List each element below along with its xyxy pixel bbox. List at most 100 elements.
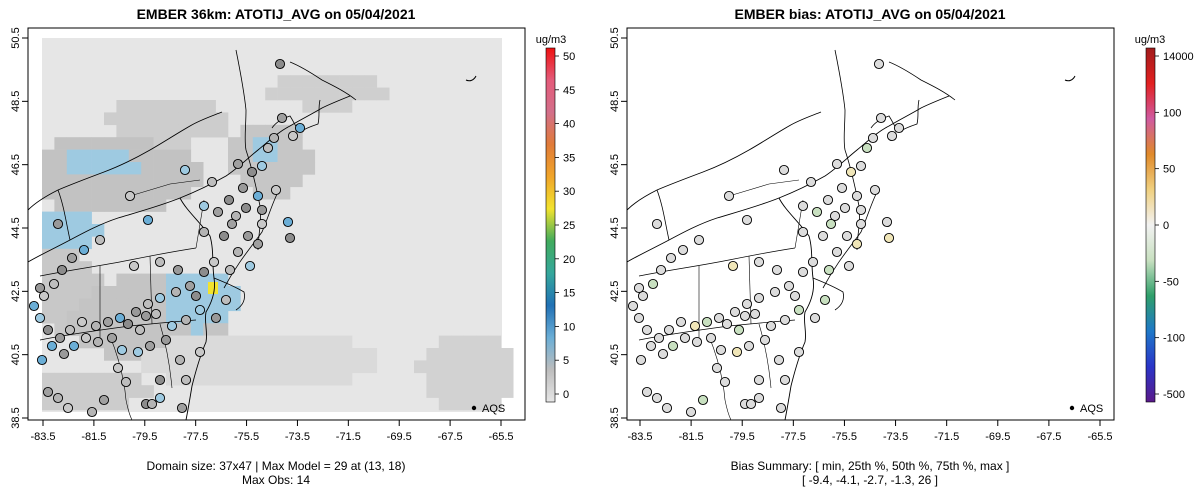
aqs-station-bias-marker (823, 264, 835, 276)
aqs-station-bias-marker (689, 320, 701, 332)
right-y-axis: 38.5 40.5 42.5 44.5 46.5 48.5 50.5 (609, 27, 627, 429)
aqs-station-bias-marker (797, 266, 809, 278)
aqs-station-marker (230, 210, 242, 222)
left-plot-frame (27, 27, 526, 421)
aqs-station-bias-marker (822, 194, 834, 206)
aqs-station-marker (194, 346, 206, 358)
aqs-station-marker (232, 158, 244, 170)
aqs-station-marker (134, 324, 146, 336)
aqs-station-marker (220, 294, 232, 306)
y-tick-label: 44.5 (609, 217, 621, 238)
x-tick-label: -81.5 (679, 431, 704, 443)
aqs-station-marker (154, 292, 166, 304)
aqs-station-marker (56, 264, 68, 276)
colorbar-tick-label: 35 (563, 152, 575, 164)
aqs-station-marker (106, 332, 118, 344)
left-aqs-legend-marker (471, 405, 477, 411)
aqs-station-bias-marker (733, 324, 745, 336)
aqs-station-bias-marker (651, 218, 663, 230)
aqs-station-bias-marker (855, 160, 867, 172)
aqs-station-marker (294, 122, 306, 134)
colorbar-tick-label: 30 (563, 186, 575, 198)
aqs-station-bias-marker (693, 234, 705, 246)
aqs-station-bias-marker (759, 334, 771, 346)
aqs-station-marker (218, 230, 230, 242)
colorbar-tick-label: 45 (563, 85, 575, 97)
colorbar-tick-label: 15 (563, 288, 575, 300)
aqs-station-marker (102, 316, 114, 328)
aqs-station-marker (146, 398, 158, 410)
aqs-station-bias-marker (793, 346, 805, 358)
right-caption-line-1: Bias Summary: [ min, 25th %, 50th %, 75t… (731, 459, 1010, 473)
aqs-station-marker (198, 226, 210, 238)
aqs-station-marker (80, 332, 92, 344)
aqs-station-marker (116, 344, 128, 356)
colorbar-tick-label: 40 (563, 119, 575, 131)
aqs-station-marker (212, 206, 224, 218)
aqs-station-bias-marker (635, 354, 647, 366)
aqs-station-bias-marker (633, 312, 645, 324)
aqs-station-marker (130, 306, 142, 318)
x-tick-label: -73.5 (285, 431, 310, 443)
aqs-station-bias-marker (851, 190, 863, 202)
aqs-station-marker (242, 230, 254, 242)
aqs-station-bias-marker (665, 252, 677, 264)
right-panel-title: EMBER bias: ATOTIJ_AVG on 05/04/2021 (734, 6, 1005, 22)
aqs-station-marker (198, 266, 210, 278)
aqs-station-marker (154, 392, 166, 404)
y-tick-label: 48.5 (10, 91, 22, 112)
aqs-station-bias-marker (697, 394, 709, 406)
aqs-station-bias-marker (675, 316, 687, 328)
aqs-station-bias-marker (831, 158, 843, 170)
aqs-station-marker (58, 348, 70, 360)
aqs-station-bias-marker (741, 298, 753, 310)
aqs-station-marker (42, 386, 54, 398)
x-tick-label: -71.5 (336, 431, 361, 443)
y-tick-label: 44.5 (10, 217, 22, 238)
aqs-station-marker (114, 312, 126, 324)
aqs-station-marker (246, 166, 258, 178)
y-tick-label: 38.5 (609, 407, 621, 428)
left-caption-line-2: Max Obs: 14 (242, 473, 310, 487)
aqs-station-marker (210, 312, 222, 324)
aqs-station-bias-marker (811, 206, 823, 218)
aqs-station-bias-marker (836, 182, 848, 194)
aqs-station-bias-marker (807, 256, 819, 268)
colorbar-tick-label: -500 (1163, 389, 1185, 401)
aqs-station-bias-marker (843, 260, 855, 272)
aqs-station-marker (180, 314, 192, 326)
aqs-station-bias-marker (685, 406, 697, 418)
aqs-station-bias-marker (729, 306, 741, 318)
aqs-station-bias-marker (769, 286, 781, 298)
aqs-station-bias-marker (779, 374, 791, 386)
aqs-station-marker (223, 194, 235, 206)
y-tick-label: 46.5 (609, 154, 621, 175)
model-concentration-cells (42, 75, 514, 411)
aqs-station-marker (92, 336, 104, 348)
aqs-station-bias-marker (641, 386, 653, 398)
left-colorbar-ramp (545, 47, 556, 403)
aqs-station-bias-marker (817, 230, 829, 242)
y-tick-label: 42.5 (10, 281, 22, 302)
right-aqs-stations (627, 58, 905, 418)
aqs-station-bias-marker (797, 200, 809, 212)
y-tick-label: 38.5 (10, 407, 22, 428)
left-map (28, 28, 525, 420)
aqs-station-marker (174, 354, 186, 366)
aqs-station-marker (176, 402, 188, 414)
x-tick-label: -81.5 (81, 431, 106, 443)
aqs-station-marker (36, 354, 48, 366)
aqs-station-bias-marker (829, 210, 841, 222)
left-colorbar-unit: ug/m3 (536, 34, 567, 46)
right-colorbar-unit: ug/m3 (1135, 34, 1166, 46)
aqs-station-marker (194, 304, 206, 316)
y-tick-label: 40.5 (10, 344, 22, 365)
aqs-station-marker (154, 256, 166, 268)
x-tick-label: -71.5 (934, 431, 959, 443)
colorbar-tick-label: 0 (563, 389, 569, 401)
right-aqs-legend-label: AQS (1080, 403, 1103, 415)
aqs-station-marker (142, 214, 154, 226)
aqs-station-bias-marker (831, 246, 843, 258)
aqs-station-bias-marker (825, 218, 837, 230)
x-tick-label: -79.5 (132, 431, 157, 443)
